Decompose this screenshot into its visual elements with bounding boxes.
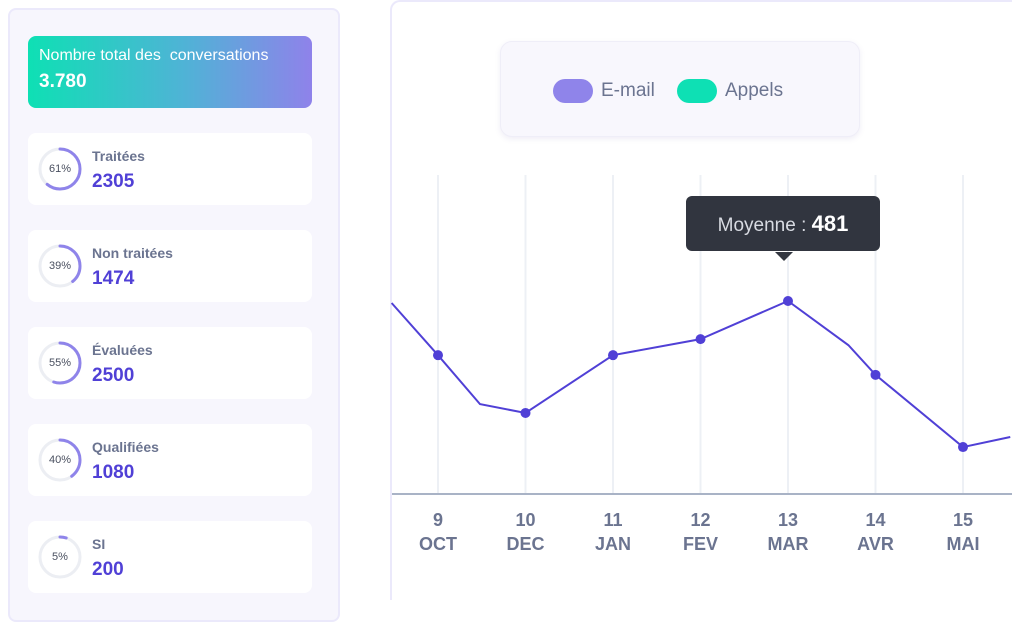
stat-card[interactable]: 61% Traitées 2305 [28,133,312,205]
data-point [870,369,881,380]
stat-card[interactable]: 40% Qualifiées 1080 [28,424,312,496]
stat-card[interactable]: 55% Évaluées 2500 [28,327,312,399]
x-tick-day: 14 [865,510,886,530]
stat-value: 200 [92,559,124,580]
data-point [695,334,706,345]
percent-label: 55% [48,357,72,369]
x-tick-day: 11 [603,510,623,530]
stat-label: Non traitées [92,245,173,261]
percent-label: 39% [48,260,72,272]
x-tick-month: MAR [767,534,809,554]
x-tick-month: DEC [506,534,545,554]
percent-label: 61% [48,163,72,175]
legend-appels[interactable]: Appels [677,79,783,103]
x-tick-day: 9 [432,510,443,530]
x-tick-day: 12 [690,510,711,530]
stat-value: 1080 [92,462,135,483]
stat-value: 2305 [92,171,135,192]
x-tick-month: AVR [857,534,894,554]
total-value: 3.780 [39,71,87,92]
data-point [783,296,793,306]
x-tick-label: 13 MAR [748,508,828,556]
x-tick-month: JAN [594,534,631,554]
x-tick-month: OCT [419,534,457,554]
x-tick-label: 11 JAN [573,508,653,556]
x-tick-day: 13 [777,510,799,530]
x-tick-month: FEV [682,534,718,554]
stats-panel [8,8,340,622]
data-point [433,350,443,361]
legend-email-swatch [553,79,593,103]
percent-label: 5% [52,551,68,563]
x-tick-label: 9 OCT [398,508,478,556]
legend-appels-swatch [677,79,717,103]
legend-appels-label: Appels [725,80,784,101]
stat-label: Qualifiées [92,439,159,455]
total-label: Nombre total des conversations [39,47,269,64]
data-point [520,407,531,418]
progress-ring [38,438,82,482]
stat-value: 1474 [92,268,135,289]
progress-ring [38,244,82,288]
progress-ring [38,535,82,579]
x-tick-day: 10 [515,510,536,530]
progress-ring [38,147,82,191]
legend-email-label: E-mail [601,80,655,101]
chart-legend: E-mail Appels [500,41,860,137]
x-tick-label: 10 DEC [486,508,566,556]
x-tick-label: 12 FEV [661,508,741,556]
total-conversations-card: Nombre total des conversations 3.780 [28,36,312,108]
stat-card[interactable]: 5% SI 200 [28,521,312,593]
chart-tooltip: Moyenne : 481 [686,196,880,261]
percent-label: 40% [48,454,72,466]
tooltip-value: 481 [811,211,849,236]
data-point [958,442,968,453]
x-tick-label: 14 AVR [836,508,916,556]
stat-label: SI [92,536,106,552]
stat-label: Évaluées [92,342,153,358]
tooltip-label: Moyenne : [717,215,807,236]
legend-email[interactable]: E-mail [553,79,655,103]
progress-ring [38,341,82,385]
x-tick-day: 15 [952,510,974,530]
x-tick-month: MAI [946,534,980,554]
stat-card[interactable]: 39% Non traitées 1474 [28,230,312,302]
data-point [608,350,618,361]
x-tick-label: 15 MAI [923,508,1003,556]
stat-value: 2500 [92,365,135,386]
stat-label: Traitées [92,148,145,164]
